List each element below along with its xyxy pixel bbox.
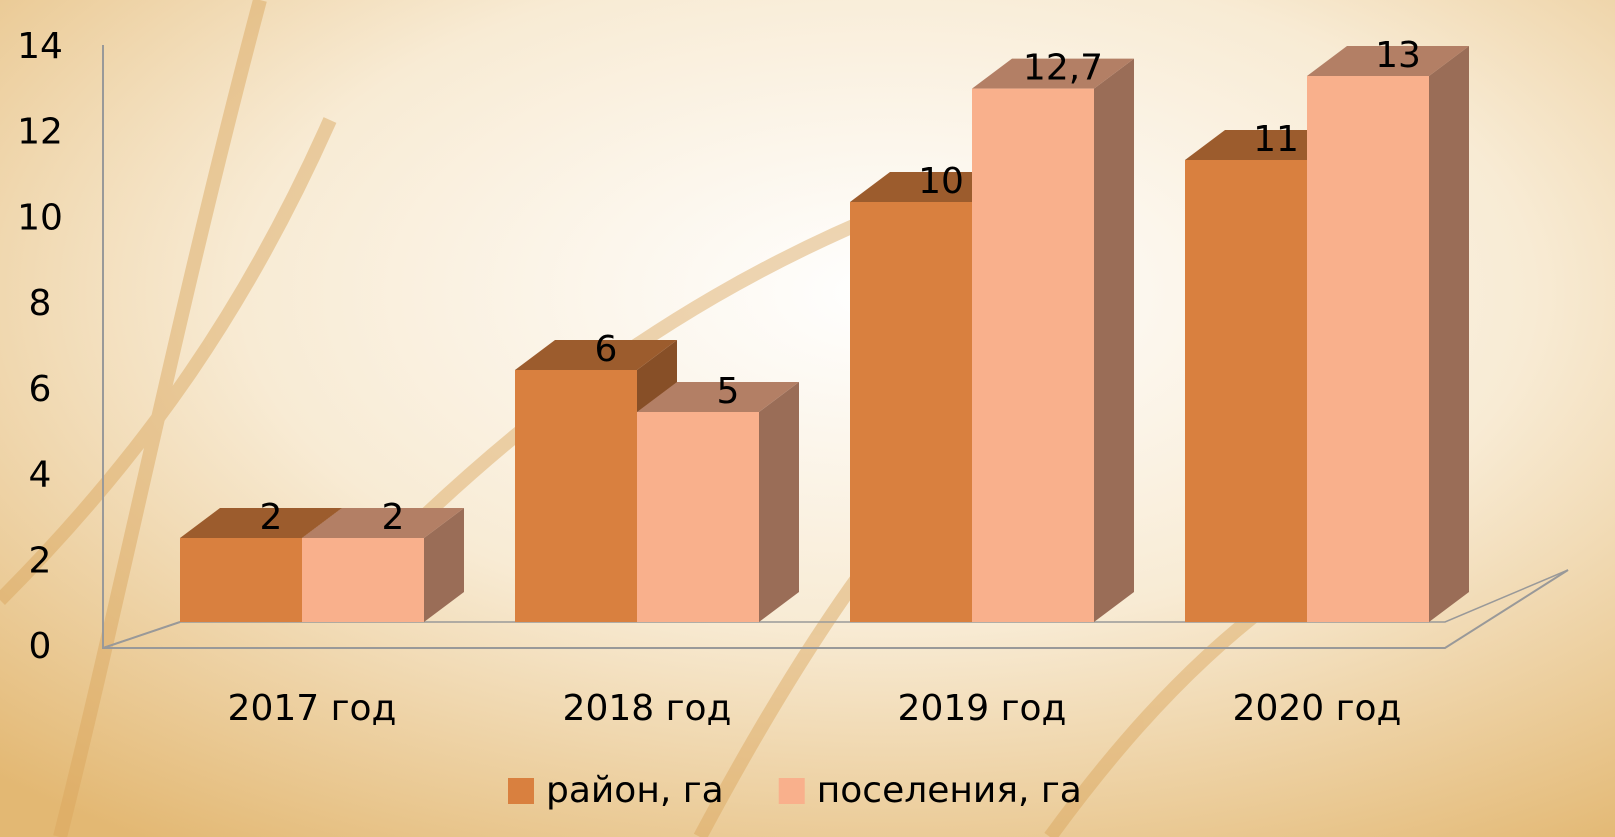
y-tick-label: 0	[29, 626, 52, 667]
legend-swatch	[778, 778, 805, 804]
value-label: 2	[260, 497, 283, 538]
legend-label: поселения, га	[817, 770, 1082, 811]
bar-top	[515, 340, 677, 370]
bar-side	[1429, 46, 1469, 622]
bar-top	[637, 382, 799, 412]
bar	[1185, 160, 1307, 622]
x-tick-label: 2019 год	[898, 688, 1067, 729]
bar-side	[759, 382, 799, 622]
x-tick-label: 2017 год	[228, 688, 397, 729]
x-tick-label: 2020 год	[1233, 688, 1402, 729]
legend-label: район, га	[546, 770, 724, 811]
bar-top	[302, 508, 464, 538]
bar-side	[424, 508, 464, 622]
bar-top	[1185, 130, 1347, 160]
bar	[850, 202, 972, 622]
y-tick-label: 4	[29, 455, 52, 496]
legend-swatch	[508, 778, 534, 804]
bar-top	[972, 58, 1134, 89]
bar	[180, 538, 302, 622]
value-label: 11	[1253, 119, 1299, 160]
value-label: 5	[717, 371, 740, 412]
bar-side	[1094, 58, 1134, 623]
value-label: 6	[595, 329, 618, 370]
floor	[102, 569, 1569, 649]
y-tick-label: 10	[17, 197, 63, 238]
bar-top	[850, 172, 1012, 202]
bar	[637, 412, 759, 622]
value-label: 2	[382, 497, 405, 538]
value-label: 13	[1375, 35, 1421, 76]
bar	[972, 88, 1094, 623]
bar-top	[1307, 46, 1469, 76]
y-tick-label: 12	[17, 112, 63, 153]
y-tick-label: 6	[29, 369, 52, 410]
y-tick-label: 14	[17, 26, 63, 67]
bar-top	[180, 508, 342, 538]
value-label: 12,7	[1023, 48, 1103, 89]
x-tick-label: 2018 год	[563, 688, 732, 729]
axis-frame	[102, 45, 1569, 649]
y-tick-label: 2	[29, 540, 52, 581]
bar	[1307, 76, 1429, 622]
value-label: 10	[918, 161, 964, 202]
bar	[515, 370, 637, 622]
y-tick-label: 8	[29, 283, 52, 324]
bar	[302, 538, 424, 622]
